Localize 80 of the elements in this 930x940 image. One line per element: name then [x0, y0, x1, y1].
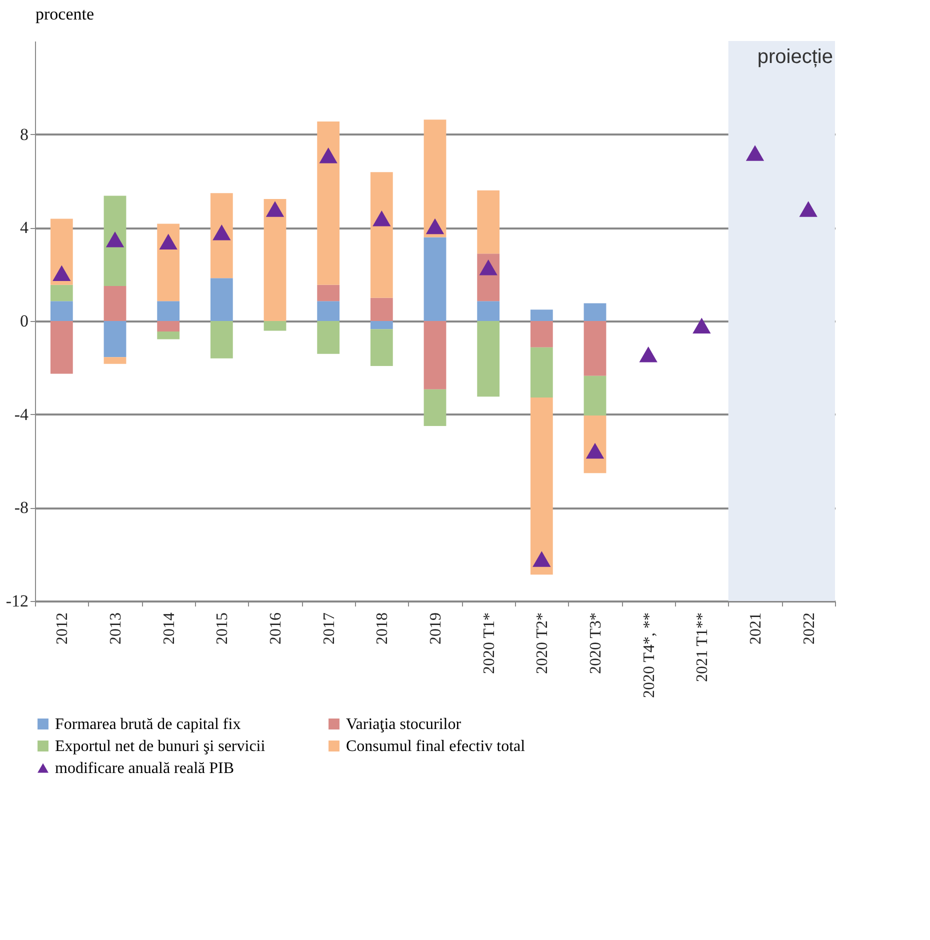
point: [319, 147, 338, 164]
x-tick-label: 2014: [160, 612, 178, 644]
legend-label: Exportul net de bunuri şi servicii: [55, 738, 266, 755]
bar: [264, 198, 286, 321]
x-tick-label: 2021: [748, 612, 764, 644]
bar: [477, 321, 500, 397]
x-tick-label: 2020 T3*: [588, 612, 604, 674]
point: [212, 224, 231, 240]
point: [106, 231, 124, 248]
y-tick-label: -4: [14, 404, 29, 424]
x-tick-label: 2015: [214, 612, 232, 644]
bar: [317, 122, 340, 285]
legend-label: Formarea brută de capital fix: [55, 716, 241, 733]
y-tick-label: 8: [20, 124, 28, 144]
bar: [424, 389, 446, 426]
x-tick-label: 2018: [374, 612, 392, 644]
bar: [424, 237, 446, 321]
bar: [157, 224, 180, 302]
bar: [264, 321, 286, 331]
bar: [370, 329, 393, 366]
bar: [317, 284, 340, 302]
bar: [317, 301, 340, 321]
x-tick-label: 2019: [428, 612, 444, 644]
bar: [50, 301, 73, 321]
x-tick-label: 2020 T4*, **: [640, 612, 658, 698]
bar: [477, 190, 500, 254]
bar: [584, 303, 606, 321]
y-tick-label: 4: [20, 218, 29, 238]
x-tick-label: 2020 T2*: [534, 612, 552, 674]
x-tick-label: 2013: [108, 612, 124, 644]
legend-label: Variaţia stocurilor: [346, 716, 462, 733]
x-tick-label: 2017: [320, 612, 338, 644]
point: [52, 265, 71, 282]
legend-label: modificare anuală reală PIB: [55, 760, 234, 777]
bar: [104, 321, 126, 358]
point: [639, 346, 658, 362]
bar: [370, 172, 393, 298]
point: [372, 210, 391, 226]
bar: [370, 298, 393, 321]
y-tick-label: -12: [6, 592, 28, 610]
bar: [424, 321, 446, 390]
point: [532, 551, 551, 567]
bar: [104, 286, 126, 321]
point: [479, 259, 498, 276]
point: [426, 218, 444, 234]
bar: [584, 376, 606, 416]
legend-label: Consumul final efectiv total: [346, 738, 526, 755]
x-tick-label: 2021 T1**: [694, 612, 712, 682]
bar: [530, 310, 553, 321]
bar: [317, 321, 340, 354]
point: [746, 145, 764, 161]
bar: [530, 347, 553, 398]
bar: [157, 321, 180, 332]
bar: [104, 357, 126, 364]
bar: [157, 332, 180, 340]
bar: [530, 398, 553, 575]
bar: [210, 193, 233, 278]
x-tick-label: 2016: [268, 612, 284, 644]
bar: [210, 321, 233, 358]
bar: [370, 321, 393, 330]
point: [159, 234, 178, 250]
point: [799, 201, 818, 217]
bar: [104, 196, 126, 286]
bar: [477, 301, 500, 321]
y-tick-label: -8: [14, 498, 28, 518]
bar: [50, 284, 73, 302]
band-label: proiecție: [757, 46, 833, 68]
point: [692, 318, 711, 334]
y-axis-title: procente: [36, 4, 94, 24]
bar: [157, 301, 180, 321]
point: [266, 201, 284, 217]
x-tick-label: 2020 T1*: [480, 612, 498, 674]
bar: [210, 278, 233, 321]
bar: [424, 120, 446, 238]
bar: [530, 321, 553, 348]
x-tick-label: 2022: [800, 612, 818, 644]
y-tick-label: 0: [20, 312, 28, 330]
x-tick-label: 2012: [54, 612, 72, 644]
bar: [50, 321, 73, 374]
bar: [584, 321, 606, 376]
